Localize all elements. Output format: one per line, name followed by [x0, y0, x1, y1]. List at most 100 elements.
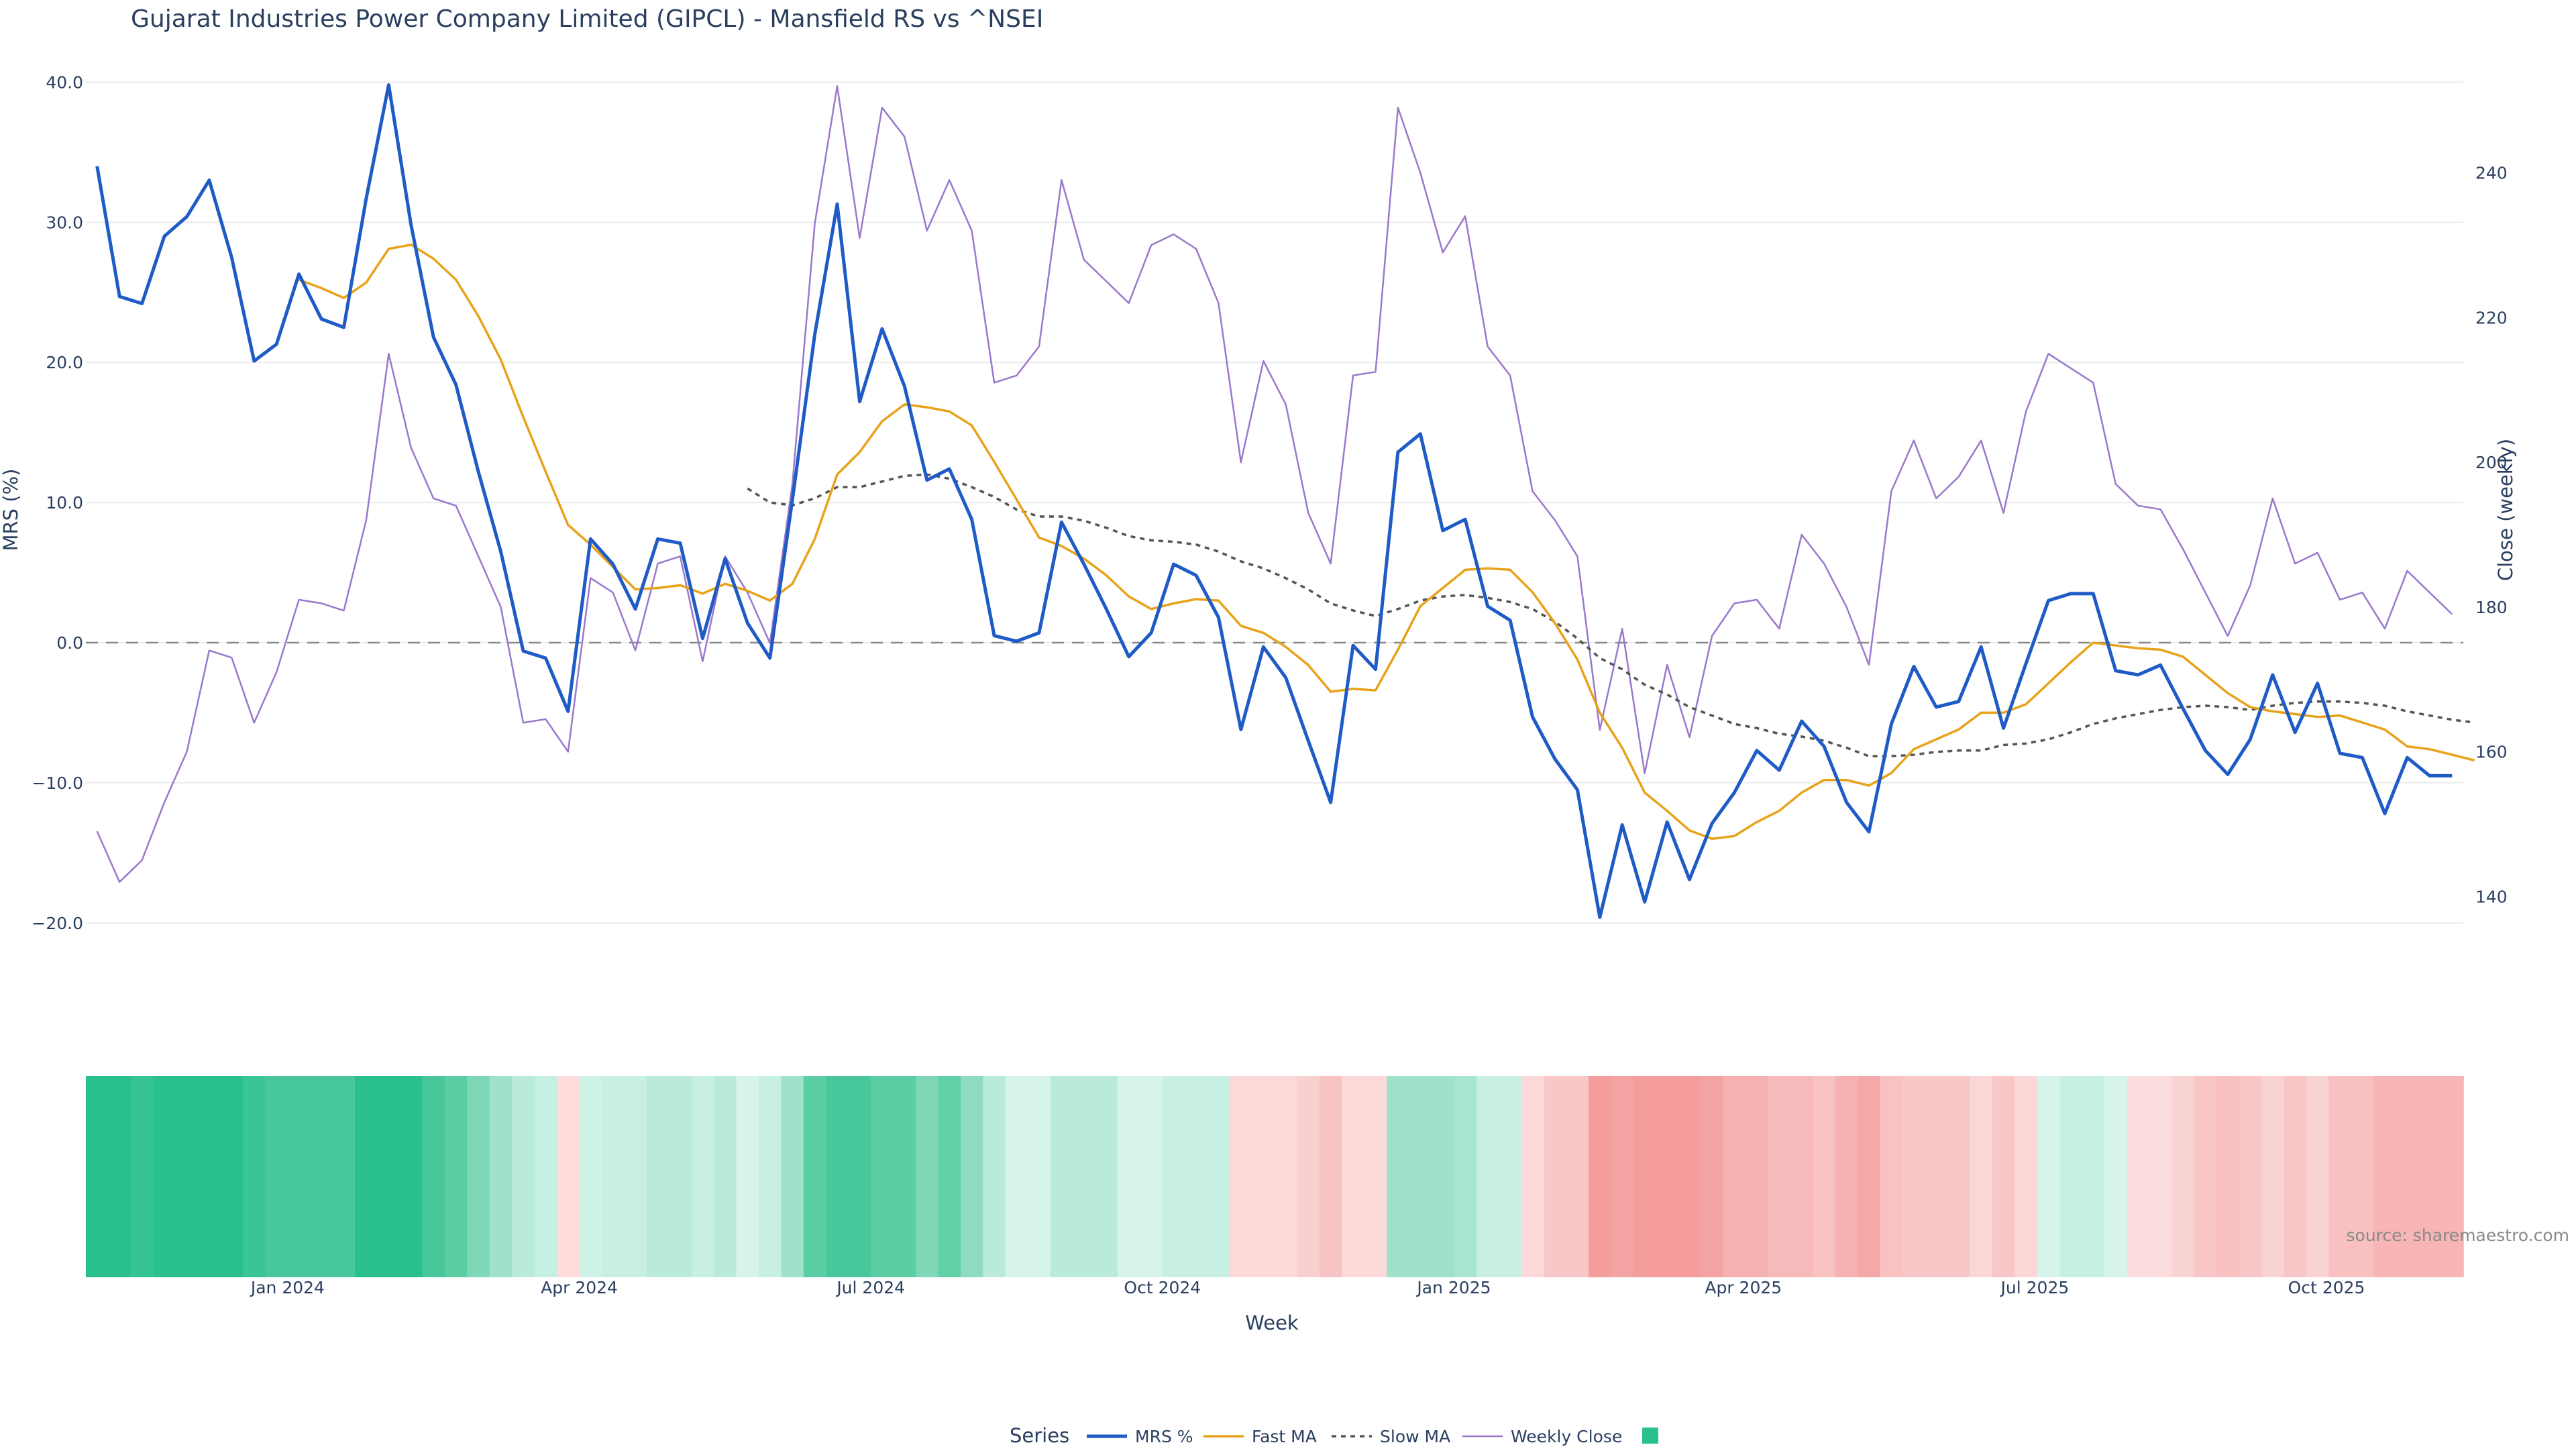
heatmap-cell	[557, 1076, 580, 1277]
x-tick-label: Apr 2024	[541, 1278, 618, 1297]
heatmap-cell	[86, 1076, 109, 1277]
x-tick-label: Jan 2024	[250, 1278, 325, 1297]
legend-item-2: Fast MA	[1252, 1427, 1317, 1446]
heatmap-cell	[265, 1076, 288, 1277]
heatmap-cell	[714, 1076, 737, 1277]
x-tick-label: Jan 2025	[1415, 1278, 1491, 1297]
heatmap-cell	[893, 1076, 916, 1277]
heatmap-cell	[2149, 1076, 2173, 1277]
legend-swatch-heatmap	[1642, 1428, 1658, 1444]
heatmap-cell	[1073, 1076, 1096, 1277]
heatmap-cell	[803, 1076, 827, 1277]
x-axis-ticks: Jan 2024 Apr 2024 Jul 2024 Oct 2024 Jan 2025…	[250, 1278, 2365, 1297]
heatmap-cell	[1454, 1076, 1477, 1277]
mrs-heatmap	[86, 1076, 2464, 1277]
y-axis-right-title: Close (weekly)	[2494, 439, 2517, 581]
heatmap-cell	[243, 1076, 266, 1277]
heatmap-cell	[220, 1076, 244, 1277]
heatmap-cell	[1813, 1076, 1836, 1277]
heatmap-cell	[2373, 1076, 2397, 1277]
heatmap-cell	[2082, 1076, 2105, 1277]
heatmap-cell	[1476, 1076, 1500, 1277]
heatmap-cell	[489, 1076, 513, 1277]
heatmap-cell	[826, 1076, 849, 1277]
heatmap-cell	[938, 1076, 961, 1277]
heatmap-cell	[1701, 1076, 1724, 1277]
heatmap-cell	[422, 1076, 445, 1277]
heatmap-cell	[916, 1076, 939, 1277]
heatmap-cell	[624, 1076, 647, 1277]
heatmap-cell	[2127, 1076, 2150, 1277]
heatmap-cell	[377, 1076, 400, 1277]
heatmap-cell	[1432, 1076, 1455, 1277]
heatmap-cell	[2328, 1076, 2352, 1277]
heatmap-cell	[1117, 1076, 1141, 1277]
heatmap-cell	[2239, 1076, 2262, 1277]
heatmap-cell	[2418, 1076, 2442, 1277]
x-tick-label: Jul 2024	[835, 1278, 905, 1297]
heatmap-cell	[2171, 1076, 2195, 1277]
heatmap-cell	[1925, 1076, 1948, 1277]
heatmap-cell	[108, 1076, 131, 1277]
heatmap-cell	[2015, 1076, 2038, 1277]
heatmap-cell	[691, 1076, 714, 1277]
y-axis-left-title: MRS (%)	[0, 469, 22, 551]
heatmap-cell	[579, 1076, 602, 1277]
heatmap-cell	[1050, 1076, 1073, 1277]
series-mrs-	[95, 83, 2453, 919]
y-left-tick-label: 10.0	[46, 493, 83, 513]
chart-title: Gujarat Industries Power Company Limited…	[131, 5, 1043, 33]
heatmap-cell	[1499, 1076, 1522, 1277]
heatmap-cell	[1947, 1076, 1971, 1277]
heatmap-cell	[1230, 1076, 1253, 1277]
legend[interactable]: Series MRS % Fast MA Slow MA Weekly Close	[1010, 1424, 1658, 1447]
heatmap-cell	[2351, 1076, 2375, 1277]
heatmap-cell	[983, 1076, 1006, 1277]
heatmap-cell	[1342, 1076, 1365, 1277]
heatmap-cell	[1835, 1076, 1859, 1277]
legend-item-3: Slow MA	[1380, 1427, 1450, 1446]
heatmap-cell	[960, 1076, 984, 1277]
x-axis-title: Week	[1245, 1311, 1299, 1334]
heatmap-cell	[1768, 1076, 1791, 1277]
heatmap-cell	[198, 1076, 221, 1277]
heatmap-cell	[310, 1076, 333, 1277]
y-left-tick-label: −20.0	[32, 914, 83, 933]
heatmap-cell	[736, 1076, 759, 1277]
heatmap-cell	[1319, 1076, 1343, 1277]
y-left-tick-label: 0.0	[56, 633, 83, 653]
heatmap-cell	[646, 1076, 670, 1277]
heatmap-cell	[1723, 1076, 1746, 1277]
heatmap-cell	[130, 1076, 154, 1277]
y-right-tick-label: 160	[2475, 743, 2508, 762]
y-axis-left-ticks: 40.0 30.0 20.0 10.0 0.0 −10.0 −20.0	[32, 72, 83, 932]
heatmap-cell	[2037, 1076, 2060, 1277]
heatmap-cell	[332, 1076, 356, 1277]
heatmap-cell	[1611, 1076, 1634, 1277]
heatmap-cell	[1409, 1076, 1432, 1277]
x-tick-label: Oct 2024	[1124, 1278, 1201, 1297]
y-left-tick-label: 30.0	[46, 213, 83, 232]
x-tick-label: Oct 2025	[2288, 1278, 2365, 1297]
heatmap-cell	[1992, 1076, 2016, 1277]
x-tick-label: Apr 2025	[1705, 1278, 1782, 1297]
heatmap-cell	[444, 1076, 468, 1277]
heatmap-cell	[669, 1076, 692, 1277]
heatmap-cell	[848, 1076, 871, 1277]
heatmap-cell	[1364, 1076, 1387, 1277]
y-left-tick-label: 20.0	[46, 353, 83, 372]
heatmap-cell	[2216, 1076, 2240, 1277]
heatmap-cell	[1162, 1076, 1186, 1277]
heatmap-cell	[1790, 1076, 1814, 1277]
heatmap-cell	[1140, 1076, 1163, 1277]
heatmap-cell	[1880, 1076, 1903, 1277]
heatmap-cell	[1970, 1076, 1993, 1277]
heatmap-cell	[2261, 1076, 2285, 1277]
series-fast-ma	[298, 244, 2475, 841]
y-right-tick-label: 220	[2475, 308, 2508, 327]
heatmap-cell	[1589, 1076, 1612, 1277]
legend-item-1: MRS %	[1135, 1427, 1193, 1446]
heatmap-cell	[2059, 1076, 2083, 1277]
heatmap-cell	[467, 1076, 490, 1277]
